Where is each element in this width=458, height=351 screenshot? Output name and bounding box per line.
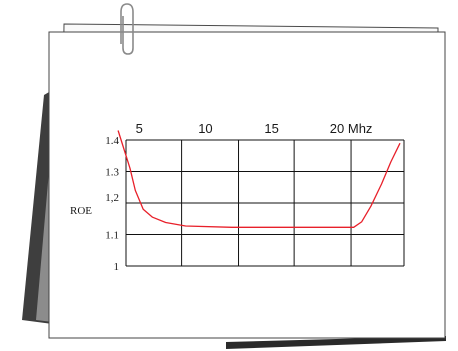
paper-under-strip — [226, 336, 446, 349]
y-tick-label: 1.4 — [105, 135, 119, 147]
series-layer — [117, 130, 401, 228]
y-tick-label: 1.3 — [105, 167, 119, 179]
x-tick-label: 20 Mhz — [330, 121, 373, 136]
y-tick-label: 1 — [114, 261, 120, 273]
y-tick-labels: 1.4 1.3 1,2 1.1 1 — [105, 135, 119, 273]
y-tick-label: 1.1 — [105, 230, 119, 242]
x-tick-labels: 5 10 15 20 Mhz — [136, 121, 373, 136]
x-tick-label: 5 — [136, 121, 143, 136]
y-axis-label: ROE — [70, 205, 92, 217]
series-line — [117, 130, 401, 228]
x-tick-label: 10 — [198, 121, 212, 136]
x-tick-label: 15 — [264, 121, 278, 136]
paperclip-icon — [120, 3, 134, 55]
y-tick-label: 1,2 — [105, 192, 119, 204]
plot-area: 5 10 15 20 Mhz 1.4 1.3 1,2 1.1 1 ROE — [70, 121, 405, 273]
paper-front — [48, 31, 446, 339]
grid-horizontal — [126, 139, 404, 267]
